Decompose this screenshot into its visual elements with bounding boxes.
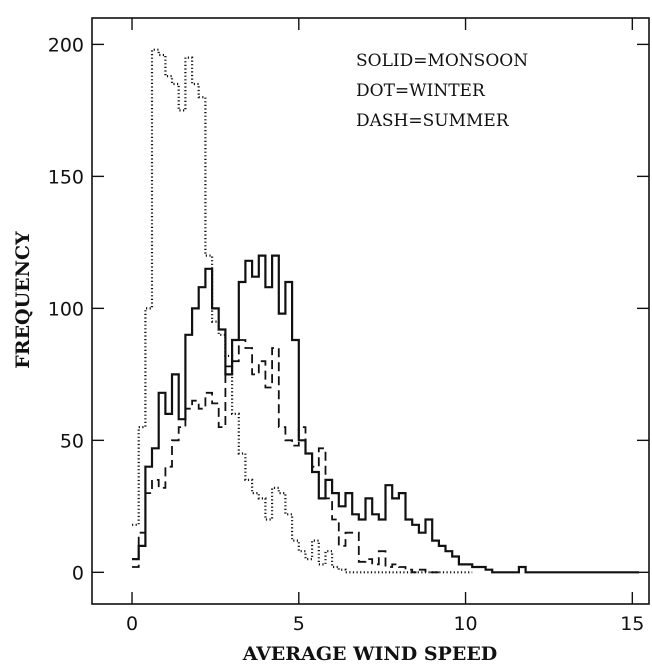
x-tick-label: 15 [620,613,644,635]
y-tick-label: 200 [48,34,84,56]
x-tick-label: 10 [453,613,477,635]
y-axis: 0 50 100 150 200 [48,34,649,584]
series-line-winter [132,48,473,574]
legend-entry-summer: DASH=SUMMER [356,111,510,131]
legend: SOLID=MONSOON DOT=WINTER DASH=SUMMER [356,51,528,131]
legend-entry-monsoon: SOLID=MONSOON [356,51,528,71]
x-tick-label: 0 [126,613,138,635]
y-axis-label: FREQUENCY [12,231,34,369]
x-tick-label: 5 [293,613,305,635]
y-tick-label: 0 [72,562,84,584]
series-layer [132,48,639,574]
y-tick-label: 100 [48,298,84,320]
y-tick-label: 50 [60,430,84,452]
y-tick-label: 150 [48,166,84,188]
x-axis-label: AVERAGE WIND SPEED [242,643,498,664]
plot-frame [91,17,650,605]
series-line-monsoon [132,254,639,574]
x-axis: 0 5 10 15 [126,18,644,635]
legend-entry-winter: DOT=WINTER [356,81,486,101]
